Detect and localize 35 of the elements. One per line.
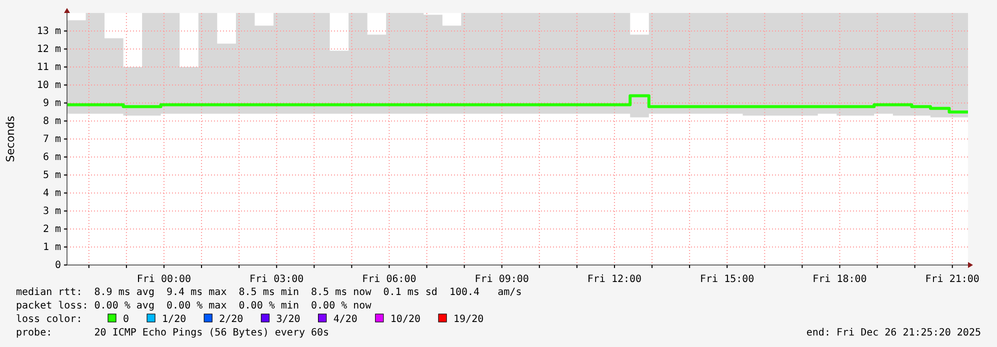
y-tick-label: 1 m (42, 242, 61, 254)
y-tick-label: 2 m (42, 224, 61, 236)
x-tick-label: Fri 00:00 (136, 274, 192, 285)
x-tick-label: Fri 06:00 (362, 274, 416, 285)
legend-label: 10/20 (390, 314, 421, 325)
y-axis-title: Seconds (4, 116, 17, 162)
legend-label: 19/20 (454, 314, 484, 325)
legend-label: 1/20 (162, 314, 186, 325)
x-tick-label: Fri 21:00 (925, 274, 980, 285)
legend-title: loss color: (16, 314, 82, 325)
x-tick-label: Fri 18:00 (812, 274, 867, 285)
y-tick-label: 0 (54, 260, 61, 272)
text: probe: 20 ICMP Echo Pings (56 Bytes) every 60s (16, 328, 330, 338)
text: end: Fri Dec 26 21:25:20 2025 (806, 328, 981, 338)
y-tick-label: 4 m (42, 188, 61, 200)
x-tick-label: Fri 03:00 (250, 274, 304, 285)
x-tick-label: Fri 09:00 (474, 274, 529, 285)
y-tick-label: 13 m (36, 26, 61, 38)
y-tick-label: 3 m (42, 206, 61, 218)
text: packet loss: 0.00 % avg 0.00 % max 0.00 % min 0.00 % now (16, 300, 372, 312)
x-tick-label: Fri 15:00 (700, 274, 754, 285)
y-tick-label: 8 m (42, 116, 61, 128)
y-tick-label: 10 m (36, 80, 61, 92)
legend-label: 0 (123, 314, 130, 325)
y-tick-label: 12 m (36, 44, 61, 56)
y-tick-label: 5 m (42, 170, 61, 182)
legend-label: 3/20 (276, 314, 300, 325)
y-tick-label: 6 m (42, 152, 61, 164)
legend-label: 4/20 (333, 314, 358, 325)
y-tick-label: 9 m (42, 98, 61, 110)
legend-label: 2/20 (219, 314, 244, 325)
text: median rtt: 8.9 ms avg 9.4 ms max 8.5 ms min 8.5 ms now 0.1 ms sd 100.4 am/s (16, 287, 522, 298)
y-tick-label: 7 m (42, 134, 61, 146)
x-tick-label: Fri 12:00 (587, 274, 642, 285)
y-tick-label: 11 m (36, 62, 61, 74)
